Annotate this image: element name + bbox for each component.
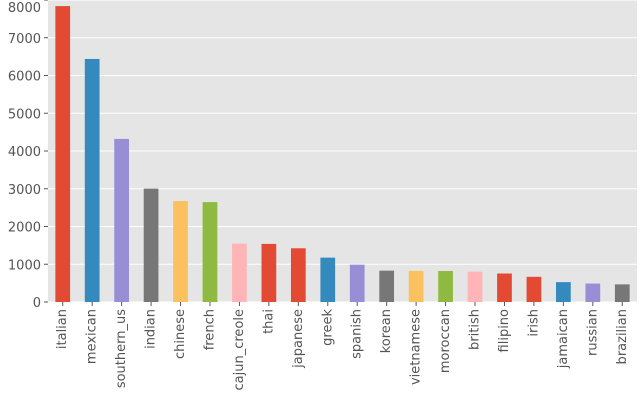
y-tick-label: 4000	[8, 145, 41, 160]
x-tick-label-british: british	[468, 309, 483, 350]
x-axis-ticks: italian mexican southern_us indian chinese fr…	[55, 302, 630, 390]
bar-italian	[55, 6, 71, 302]
y-tick-label: 6000	[8, 70, 41, 85]
y-tick-label: 5000	[8, 107, 41, 122]
bar-irish	[526, 276, 542, 302]
x-tick-label-thai: thai	[261, 309, 276, 334]
bar-southern_us	[114, 138, 129, 302]
bar-korean	[379, 270, 395, 302]
x-tick-label-chinese: chinese	[173, 309, 188, 359]
bar-french	[202, 202, 218, 302]
y-tick-label: 3000	[8, 183, 41, 198]
y-tick-label: 1000	[8, 258, 41, 273]
y-tick-label: 7000	[8, 32, 41, 47]
x-tick-label-irish: irish	[526, 309, 541, 337]
x-tick-label-moroccan: moroccan	[438, 309, 453, 373]
x-tick-label-indian: indian	[144, 309, 159, 349]
bar-thai	[261, 243, 277, 302]
bar-cajun_creole	[232, 243, 247, 302]
bars	[55, 6, 630, 302]
x-tick-label-filipino: filipino	[497, 309, 512, 353]
x-tick-label-japanese: japanese	[291, 309, 306, 369]
bar-british	[467, 271, 483, 302]
bar-jamaican	[556, 282, 571, 302]
y-axis-ticks: 0 1000 2000 3000 4000 5000 6000 7000 8000	[8, 0, 48, 311]
bar-moroccan	[438, 271, 453, 302]
bar-mexican	[84, 58, 100, 302]
x-tick-label-brazilian: brazilian	[615, 309, 630, 364]
x-tick-label-greek: greek	[320, 309, 335, 346]
bar-greek	[320, 257, 336, 302]
x-tick-label-korean: korean	[379, 309, 394, 353]
x-tick-label-russian: russian	[585, 309, 600, 356]
bar-filipino	[497, 273, 512, 302]
bar-indian	[143, 188, 159, 302]
x-tick-label-southern_us: southern_us	[114, 309, 129, 388]
bar-spanish	[349, 264, 365, 302]
bar-japanese	[290, 248, 306, 302]
x-tick-label-mexican: mexican	[85, 309, 100, 364]
bar-brazilian	[614, 284, 630, 302]
y-tick-label: 0	[33, 296, 41, 311]
y-tick-label: 2000	[8, 221, 41, 236]
x-tick-label-italian: italian	[55, 309, 70, 349]
bar-russian	[585, 283, 601, 302]
bar-chinese	[173, 201, 188, 302]
x-tick-label-french: french	[202, 309, 217, 350]
y-tick-label: 8000	[8, 1, 41, 16]
x-tick-label-spanish: spanish	[350, 309, 365, 359]
x-tick-label-jamaican: jamaican	[556, 309, 571, 369]
x-tick-label-vietnamese: vietnamese	[409, 309, 424, 385]
x-tick-label-cajun_creole: cajun_creole	[232, 309, 247, 390]
bar-vietnamese	[408, 270, 424, 302]
